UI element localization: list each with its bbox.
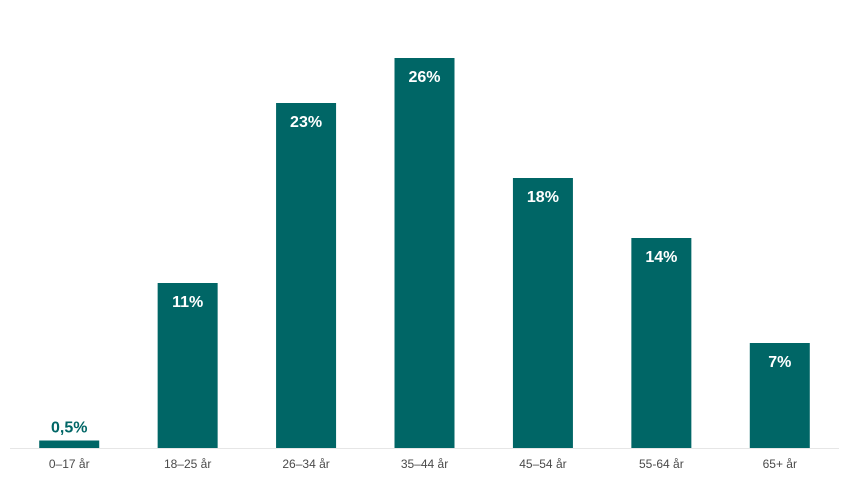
x-tick-label: 65+ år xyxy=(763,457,797,471)
bar xyxy=(39,440,100,448)
x-tick-label: 18–25 år xyxy=(164,457,211,471)
bar xyxy=(749,343,810,448)
x-tick-label: 45–54 år xyxy=(519,457,566,471)
bar xyxy=(276,103,337,448)
bars-group xyxy=(39,58,810,448)
bar-data-label: 18% xyxy=(527,189,559,206)
x-tick-label: 35–44 år xyxy=(401,457,448,471)
bar-data-label: 23% xyxy=(290,114,322,131)
x-tick-label: 55-64 år xyxy=(639,457,684,471)
bar-data-label: 7% xyxy=(768,354,791,371)
bar-data-label: 11% xyxy=(172,294,203,311)
bar-labels-group: 0,5% 11% 23% 26% 18% 14% 7% xyxy=(51,69,791,437)
x-tick-label: 26–34 år xyxy=(282,457,329,471)
bar-data-label: 14% xyxy=(645,249,677,266)
bar xyxy=(631,238,692,448)
bar xyxy=(394,58,455,448)
bar xyxy=(512,178,573,448)
x-tick-labels: 0–17 år 18–25 år 26–34 år 35–44 år 45–54 år 5… xyxy=(49,457,797,471)
bar-data-label: 0,5% xyxy=(51,420,87,437)
x-tick-label: 0–17 år xyxy=(49,457,90,471)
bar xyxy=(157,283,218,448)
bar-data-label: 26% xyxy=(408,69,440,86)
